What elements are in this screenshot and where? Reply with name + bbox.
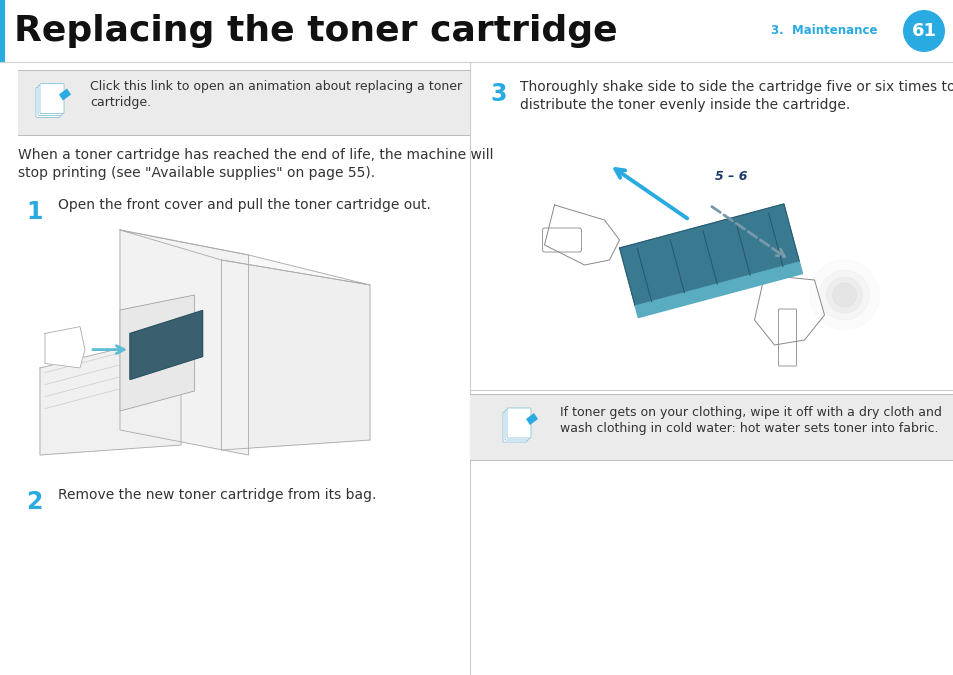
Bar [0, 0, 953, 62]
Text: Remove the new toner cartridge from its bag.: Remove the new toner cartridge from its … [58, 488, 376, 502]
Text: distribute the toner evenly inside the cartridge.: distribute the toner evenly inside the c… [519, 98, 849, 112]
Text: Replacing the toner cartridge: Replacing the toner cartridge [14, 14, 617, 48]
Polygon shape [40, 333, 181, 455]
Text: 3: 3 [490, 82, 506, 106]
Bar [18, 70, 470, 135]
Polygon shape [45, 327, 85, 368]
Polygon shape [59, 88, 71, 101]
FancyBboxPatch shape [38, 86, 62, 115]
FancyBboxPatch shape [504, 410, 529, 440]
Text: cartridge.: cartridge. [90, 96, 151, 109]
Bar [0, 0, 5, 62]
FancyBboxPatch shape [778, 309, 796, 366]
Polygon shape [635, 262, 801, 317]
Text: Thoroughly shake side to side the cartridge five or six times to: Thoroughly shake side to side the cartri… [519, 80, 953, 94]
Text: Open the front cover and pull the toner cartridge out.: Open the front cover and pull the toner … [58, 198, 431, 212]
Text: 61: 61 [910, 22, 936, 40]
Circle shape [809, 260, 879, 330]
FancyBboxPatch shape [542, 228, 581, 252]
Circle shape [825, 277, 862, 313]
Text: stop printing (see "Available supplies" on page 55).: stop printing (see "Available supplies" … [18, 166, 375, 180]
FancyBboxPatch shape [506, 408, 531, 438]
Polygon shape [120, 230, 370, 285]
Polygon shape [130, 310, 202, 379]
Text: 3.  Maintenance: 3. Maintenance [771, 24, 877, 36]
Text: If toner gets on your clothing, wipe it off with a dry cloth and: If toner gets on your clothing, wipe it … [559, 406, 941, 419]
Text: When a toner cartridge has reached the end of life, the machine will: When a toner cartridge has reached the e… [18, 148, 493, 162]
Polygon shape [120, 230, 248, 455]
Circle shape [832, 283, 856, 307]
Circle shape [819, 270, 868, 320]
Polygon shape [221, 260, 370, 450]
Polygon shape [525, 413, 537, 425]
Text: Click this link to open an animation about replacing a toner: Click this link to open an animation abo… [90, 80, 461, 93]
Polygon shape [120, 295, 194, 411]
Text: wash clothing in cold water: hot water sets toner into fabric.: wash clothing in cold water: hot water s… [559, 422, 938, 435]
Polygon shape [754, 275, 823, 345]
Bar [470, 394, 953, 460]
Text: 5 – 6: 5 – 6 [714, 171, 746, 184]
Text: 2: 2 [26, 490, 42, 514]
FancyBboxPatch shape [502, 412, 526, 442]
Polygon shape [544, 205, 618, 265]
Circle shape [902, 10, 944, 52]
FancyBboxPatch shape [36, 88, 60, 117]
FancyBboxPatch shape [40, 84, 64, 113]
Text: 1: 1 [26, 200, 42, 224]
Polygon shape [619, 204, 799, 306]
